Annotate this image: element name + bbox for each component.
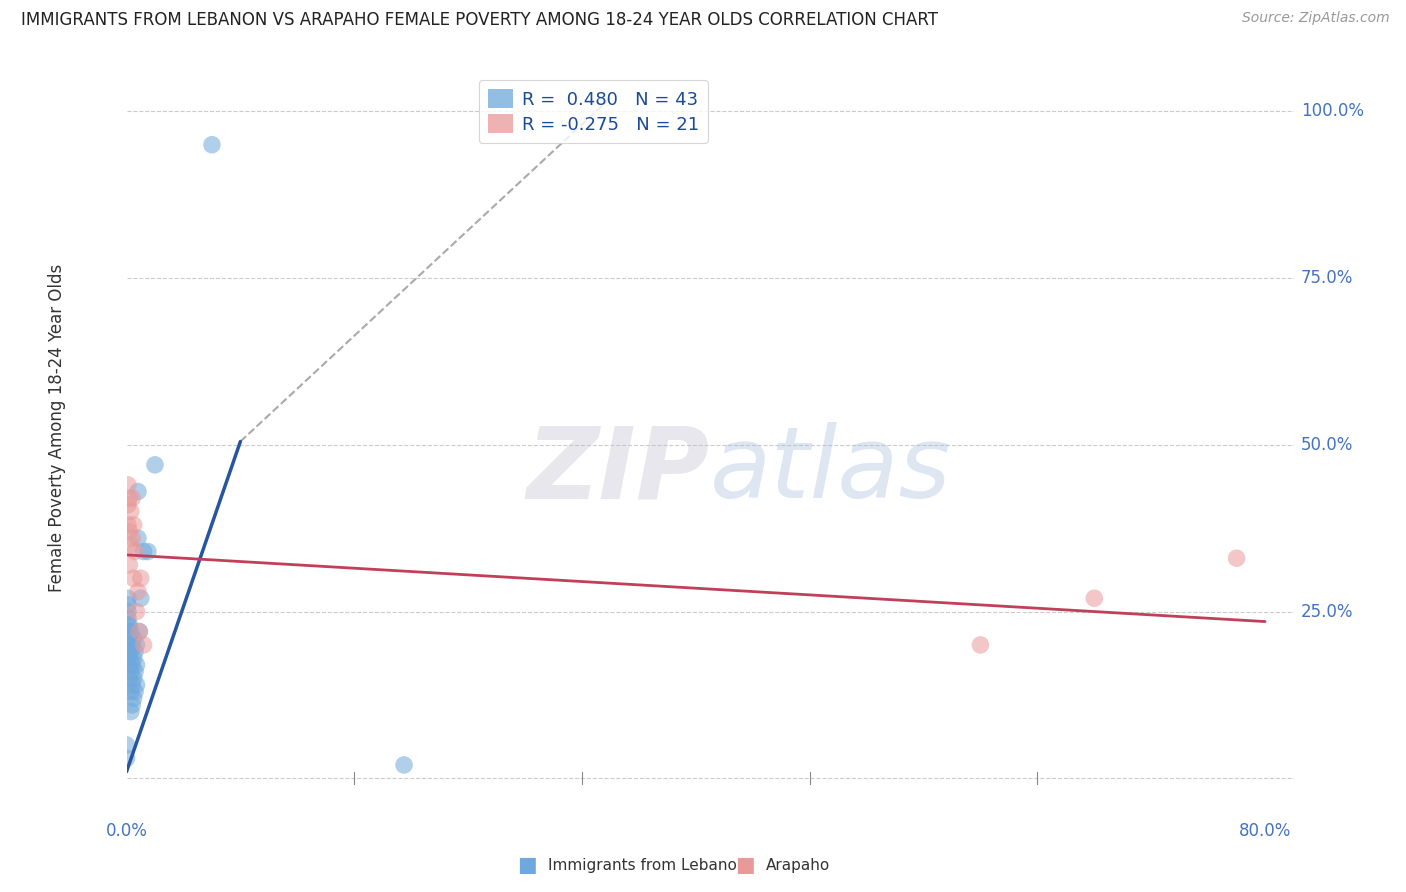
Point [117, 638, 139, 652]
Point [1226, 551, 1249, 566]
Point [201, 137, 224, 152]
Point [117, 624, 139, 639]
Point [392, 758, 415, 772]
Text: 25.0%: 25.0% [1301, 603, 1353, 621]
Point [143, 458, 166, 472]
Point [117, 651, 139, 665]
Point [118, 657, 141, 672]
Point [129, 571, 152, 585]
Point [136, 544, 159, 558]
Point [132, 638, 155, 652]
Point [127, 484, 149, 499]
Point [122, 517, 145, 532]
Point [125, 678, 148, 692]
Point [117, 517, 139, 532]
Point [121, 698, 143, 712]
Point [115, 751, 138, 765]
Point [120, 705, 142, 719]
Text: 50.0%: 50.0% [1301, 436, 1353, 454]
Point [118, 558, 141, 572]
Point [122, 632, 145, 646]
Point [120, 665, 142, 679]
Point [128, 624, 150, 639]
Point [120, 644, 142, 658]
Point [121, 491, 143, 506]
Point [124, 684, 146, 698]
Text: atlas: atlas [710, 423, 952, 519]
Point [118, 632, 141, 646]
Point [117, 591, 139, 606]
Point [118, 491, 141, 506]
Text: ■: ■ [517, 855, 537, 875]
Text: Arapaho: Arapaho [766, 858, 831, 872]
Point [115, 738, 138, 752]
Text: Immigrants from Lebanon: Immigrants from Lebanon [548, 858, 747, 872]
Point [117, 611, 139, 625]
Point [125, 638, 148, 652]
Point [117, 478, 139, 492]
Text: 0.0%: 0.0% [105, 822, 148, 839]
Point [121, 638, 143, 652]
Point [124, 544, 146, 558]
Point [124, 644, 146, 658]
Point [125, 657, 148, 672]
Point [122, 671, 145, 685]
Text: Female Poverty Among 18-24 Year Olds: Female Poverty Among 18-24 Year Olds [48, 264, 66, 592]
Point [121, 657, 143, 672]
Point [118, 644, 141, 658]
Point [117, 498, 139, 512]
Text: ■: ■ [735, 855, 755, 875]
Point [120, 684, 142, 698]
Text: 80.0%: 80.0% [1239, 822, 1291, 839]
Point [128, 624, 150, 639]
Text: IMMIGRANTS FROM LEBANON VS ARAPAHO FEMALE POVERTY AMONG 18-24 YEAR OLDS CORRELAT: IMMIGRANTS FROM LEBANON VS ARAPAHO FEMAL… [21, 11, 938, 29]
Point [117, 598, 139, 612]
Point [969, 638, 991, 652]
Point [120, 538, 142, 552]
Point [122, 571, 145, 585]
Point [129, 591, 152, 606]
Point [121, 531, 143, 545]
Text: ZIP: ZIP [527, 423, 710, 519]
Point [122, 651, 145, 665]
Text: Source: ZipAtlas.com: Source: ZipAtlas.com [1241, 11, 1389, 25]
Point [117, 618, 139, 632]
Point [120, 624, 142, 639]
Point [124, 665, 146, 679]
Point [125, 605, 148, 619]
Legend: R =  0.480   N = 43, R = -0.275   N = 21: R = 0.480 N = 43, R = -0.275 N = 21 [478, 80, 709, 143]
Point [121, 678, 143, 692]
Point [1083, 591, 1105, 606]
Point [118, 618, 141, 632]
Point [117, 605, 139, 619]
Point [120, 504, 142, 518]
Point [127, 531, 149, 545]
Point [132, 544, 155, 558]
Point [118, 524, 141, 539]
Text: 100.0%: 100.0% [1301, 103, 1364, 120]
Point [118, 671, 141, 685]
Point [127, 584, 149, 599]
Text: 75.0%: 75.0% [1301, 269, 1353, 287]
Point [122, 691, 145, 706]
